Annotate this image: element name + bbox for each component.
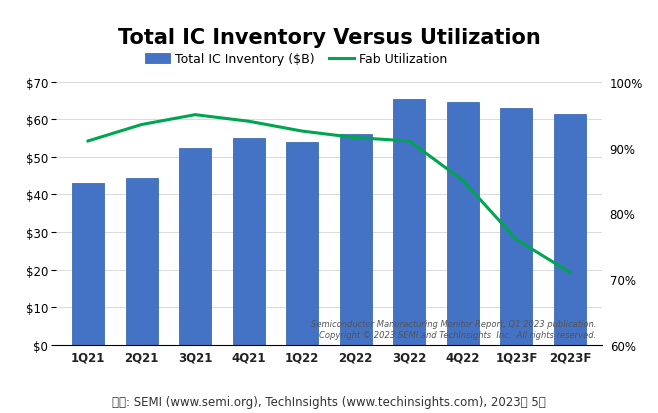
Bar xyxy=(554,114,586,345)
Bar xyxy=(179,148,211,345)
Bar xyxy=(233,139,265,345)
Bar xyxy=(72,184,104,345)
Legend: Total IC Inventory ($B), Fab Utilization: Total IC Inventory ($B), Fab Utilization xyxy=(139,48,453,71)
Bar xyxy=(286,142,318,345)
Bar xyxy=(447,103,479,345)
Bar xyxy=(393,100,425,345)
Bar xyxy=(500,109,532,345)
Text: Semiconductor Manuracturing Monitor Report, Q1 2023 publication.
Copyright © 202: Semiconductor Manuracturing Monitor Repo… xyxy=(311,319,597,339)
Bar xyxy=(340,135,372,345)
Bar xyxy=(126,178,158,345)
Text: 출처: SEMI (www.semi.org), TechInsights (www.techinsights.com), 2023년 5월: 출처: SEMI (www.semi.org), TechInsights (w… xyxy=(112,395,546,408)
Title: Total IC Inventory Versus Utilization: Total IC Inventory Versus Utilization xyxy=(118,28,540,48)
